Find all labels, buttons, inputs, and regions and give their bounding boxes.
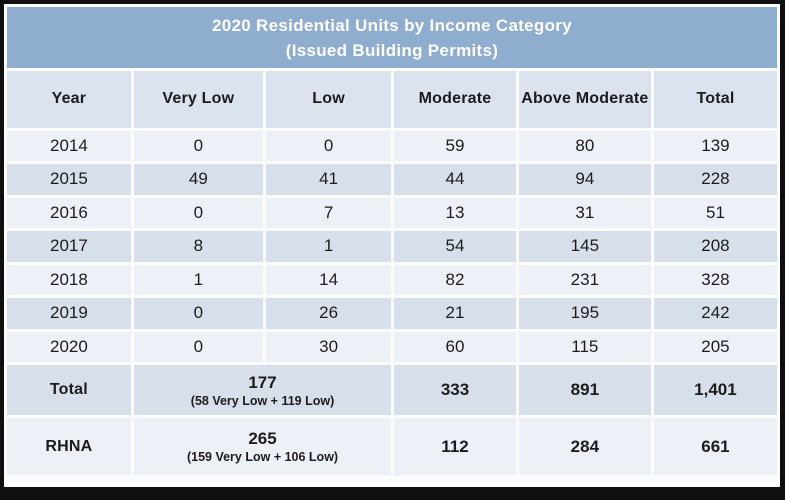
value-cell: 7 — [265, 197, 392, 229]
column-header-very-low: Very Low — [133, 71, 263, 128]
table-row-2015: 2015 49 41 44 94 228 — [7, 164, 777, 195]
value-cell: 328 — [653, 264, 777, 296]
residential-units-table: 2020 Residential Units by Income Categor… — [4, 4, 780, 478]
value-cell: 0 — [265, 130, 392, 162]
value-cell: 8 — [133, 231, 263, 262]
value-cell: 208 — [653, 231, 777, 262]
value-cell: 80 — [518, 130, 651, 162]
column-header-above-moderate: Above Moderate — [518, 71, 651, 128]
total-above-moderate-cell: 891 — [518, 365, 651, 416]
table-row-total: Total 177 (58 Very Low + 119 Low) 333 89… — [7, 365, 777, 416]
total-combined-note: (58 Very Low + 119 Low) — [190, 393, 335, 408]
year-cell: 2014 — [7, 130, 131, 162]
rhna-row-label: RHNA — [7, 418, 131, 475]
value-cell: 242 — [653, 298, 777, 329]
value-cell: 139 — [653, 130, 777, 162]
column-header-low: Low — [265, 71, 392, 128]
table-row-rhna: RHNA 265 (159 Very Low + 106 Low) 112 28… — [7, 418, 777, 475]
rhna-moderate-cell: 112 — [394, 418, 516, 475]
total-combined-value: 177 — [248, 372, 277, 392]
rhna-total-cell: 661 — [653, 418, 777, 475]
value-cell: 0 — [133, 197, 263, 229]
total-moderate-cell: 333 — [394, 365, 516, 416]
rhna-combined-note: (159 Very Low + 106 Low) — [186, 450, 339, 465]
value-cell: 1 — [133, 264, 263, 296]
value-cell: 228 — [653, 164, 777, 195]
rhna-combined-cell: 265 (159 Very Low + 106 Low) — [133, 418, 392, 475]
value-cell: 13 — [394, 197, 516, 229]
table-row-2019: 2019 0 26 21 195 242 — [7, 298, 777, 329]
table-title-banner: 2020 Residential Units by Income Categor… — [7, 7, 777, 68]
table-row-2020: 2020 0 30 60 115 205 — [7, 331, 777, 363]
value-cell: 44 — [394, 164, 516, 195]
table-frame: 2020 Residential Units by Income Categor… — [4, 4, 780, 487]
table-row-2014: 2014 0 0 59 80 139 — [7, 130, 777, 162]
table-title-line2: (Issued Building Permits) — [285, 40, 499, 60]
column-header-year: Year — [7, 71, 131, 128]
value-cell: 115 — [518, 331, 651, 363]
table-title-line1: 2020 Residential Units by Income Categor… — [212, 15, 572, 35]
value-cell: 21 — [394, 298, 516, 329]
table-row-2017: 2017 8 1 54 145 208 — [7, 231, 777, 262]
total-row-label: Total — [7, 365, 131, 416]
year-cell: 2020 — [7, 331, 131, 363]
value-cell: 145 — [518, 231, 651, 262]
value-cell: 60 — [394, 331, 516, 363]
year-cell: 2018 — [7, 264, 131, 296]
value-cell: 231 — [518, 264, 651, 296]
rhna-combined-value: 265 — [248, 429, 277, 449]
year-cell: 2016 — [7, 197, 131, 229]
value-cell: 41 — [265, 164, 392, 195]
value-cell: 30 — [265, 331, 392, 363]
value-cell: 51 — [653, 197, 777, 229]
value-cell: 31 — [518, 197, 651, 229]
value-cell: 26 — [265, 298, 392, 329]
year-cell: 2017 — [7, 231, 131, 262]
column-header-total: Total — [653, 71, 777, 128]
value-cell: 14 — [265, 264, 392, 296]
value-cell: 94 — [518, 164, 651, 195]
value-cell: 205 — [653, 331, 777, 363]
total-combined-cell: 177 (58 Very Low + 119 Low) — [133, 365, 392, 416]
table-row-2016: 2016 0 7 13 31 51 — [7, 197, 777, 229]
year-cell: 2015 — [7, 164, 131, 195]
rhna-above-moderate-cell: 284 — [518, 418, 651, 475]
value-cell: 0 — [133, 298, 263, 329]
year-cell: 2019 — [7, 298, 131, 329]
total-total-cell: 1,401 — [653, 365, 777, 416]
column-header-moderate: Moderate — [394, 71, 516, 128]
value-cell: 195 — [518, 298, 651, 329]
value-cell: 49 — [133, 164, 263, 195]
value-cell: 82 — [394, 264, 516, 296]
value-cell: 0 — [133, 331, 263, 363]
value-cell: 54 — [394, 231, 516, 262]
value-cell: 59 — [394, 130, 516, 162]
header-row: Year Very Low Low Moderate Above Moderat… — [7, 71, 777, 128]
value-cell: 1 — [265, 231, 392, 262]
table-row-2018: 2018 1 14 82 231 328 — [7, 264, 777, 296]
title-row: 2020 Residential Units by Income Categor… — [7, 7, 777, 68]
value-cell: 0 — [133, 130, 263, 162]
